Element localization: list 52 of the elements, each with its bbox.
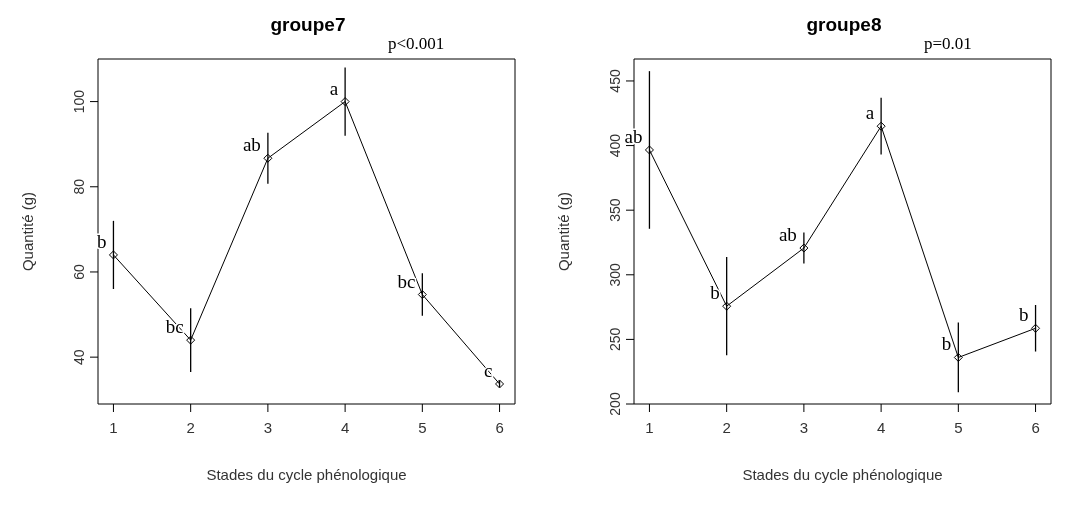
point bbox=[108, 250, 118, 260]
y-axis-title: Quantité (g) bbox=[19, 191, 37, 272]
annotation: ab bbox=[624, 125, 643, 147]
point bbox=[799, 243, 809, 253]
y-tick-label: 350 bbox=[607, 198, 623, 222]
y-tick-label: 200 bbox=[607, 392, 623, 416]
y-tick-label: 100 bbox=[71, 89, 87, 114]
annotation: a bbox=[329, 77, 339, 99]
chart-title: groupe7 bbox=[270, 14, 346, 35]
point bbox=[722, 301, 732, 311]
chart-title: groupe8 bbox=[806, 14, 882, 35]
annotation: b bbox=[1019, 304, 1029, 326]
annotation: ab bbox=[778, 224, 797, 246]
point bbox=[340, 97, 350, 107]
x-tick-label: 2 bbox=[722, 418, 731, 436]
y-tick-label: 250 bbox=[607, 327, 623, 352]
x-tick-label: 1 bbox=[109, 418, 118, 436]
point bbox=[876, 121, 886, 131]
x-tick-label: 3 bbox=[263, 418, 273, 436]
annotation: b bbox=[96, 230, 107, 252]
x-tick-label: 5 bbox=[418, 418, 427, 436]
point bbox=[495, 379, 505, 389]
point bbox=[953, 352, 963, 362]
x-tick-label: 5 bbox=[954, 418, 963, 436]
text: p<0.001 bbox=[388, 34, 445, 54]
annotation: b bbox=[710, 282, 720, 304]
x-tick-label: 1 bbox=[645, 418, 654, 436]
y-tick-label: 40 bbox=[71, 349, 87, 365]
y-tick-label: 450 bbox=[607, 69, 623, 93]
point bbox=[644, 145, 654, 155]
point bbox=[263, 153, 273, 163]
x-tick-label: 3 bbox=[799, 418, 809, 436]
x-tick-label: 6 bbox=[1031, 418, 1040, 436]
annotation: bc bbox=[397, 270, 416, 292]
y-axis-title: Quantité (g) bbox=[555, 191, 573, 272]
x-axis-title: Stades du cycle phénologique bbox=[206, 466, 407, 483]
x-tick-label: 2 bbox=[186, 418, 195, 436]
y-tick-label: 60 bbox=[71, 263, 87, 280]
x-axis-title: Stades du cycle phénologique bbox=[742, 466, 943, 483]
point bbox=[186, 335, 196, 345]
y-tick-label: 400 bbox=[607, 133, 623, 158]
y-tick-label: 300 bbox=[607, 262, 623, 287]
text: p=0.01 bbox=[924, 34, 972, 54]
point bbox=[1031, 323, 1041, 333]
x-tick-label: 6 bbox=[495, 418, 504, 436]
point bbox=[417, 290, 427, 300]
annotation: b bbox=[941, 333, 952, 355]
x-tick-label: 4 bbox=[340, 418, 350, 436]
annotation: ab bbox=[242, 134, 261, 156]
x-tick-label: 4 bbox=[876, 418, 886, 436]
y-tick-label: 80 bbox=[71, 178, 87, 195]
annotation: a bbox=[865, 102, 875, 124]
